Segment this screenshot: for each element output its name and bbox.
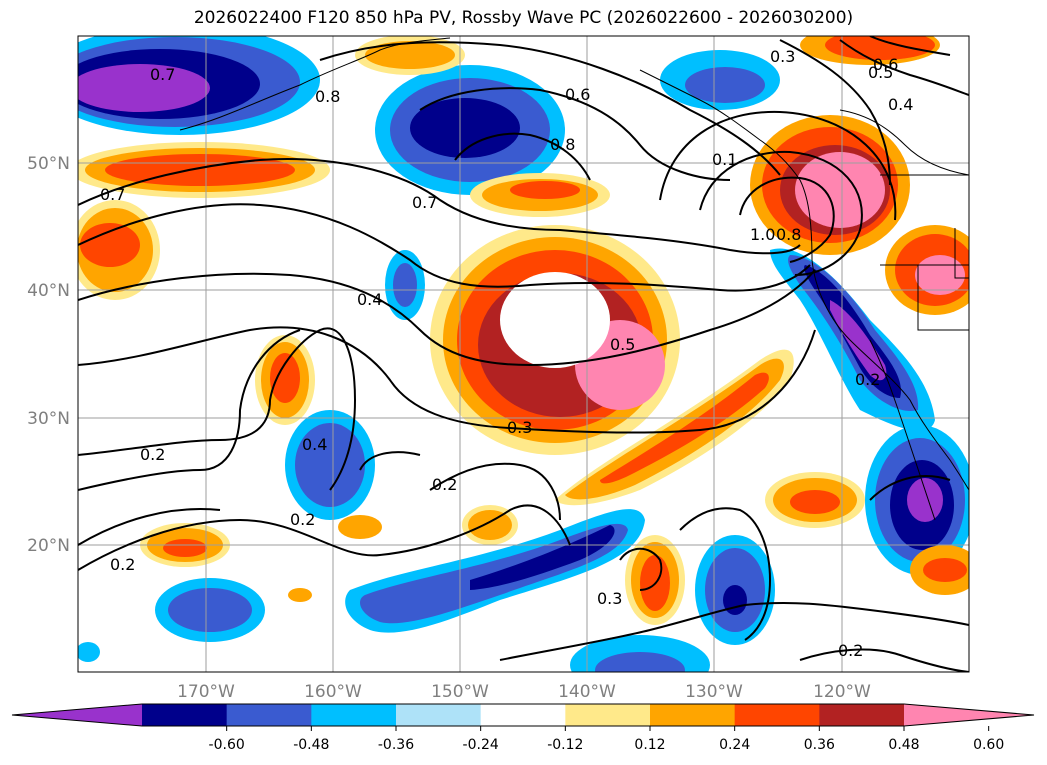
contour-label: 0.5 [610, 335, 635, 354]
gridlines [78, 36, 969, 672]
contour-label: 0.7 [100, 185, 125, 204]
contour-label: 0.2 [838, 641, 863, 660]
contour-label: 1.0 [750, 225, 775, 244]
contour-label: 0.3 [507, 418, 532, 437]
chart-title: 2026022400 F120 850 hPa PV, Rossby Wave … [193, 8, 854, 28]
contour-label: 0.7 [412, 193, 437, 212]
colorbar-tick-label: 0.12 [634, 737, 665, 753]
contour-label: 0.1 [712, 150, 737, 169]
colorbar-segment [480, 704, 566, 726]
colorbar-tick-label: -0.36 [378, 737, 414, 753]
lon-axis-labels: 170°W 160°W 150°W 140°W 130°W 120°W [177, 682, 871, 702]
colorbar-segment [142, 704, 228, 726]
contour-label: 0.2 [432, 475, 457, 494]
contour-labels: 0.7 0.8 0.6 0.8 0.7 0.7 0.4 0.4 0.2 0.2 … [100, 47, 913, 660]
contour-label: 0.4 [357, 290, 382, 309]
colorbar-segment [565, 704, 651, 726]
contour-label: 0.8 [776, 225, 801, 244]
lon-label: 140°W [558, 682, 616, 702]
lon-label: 170°W [177, 682, 235, 702]
colorbar-extend-max [904, 704, 1034, 726]
colorbar-segment [226, 704, 312, 726]
lon-label: 120°W [813, 682, 871, 702]
colorbar-segment [396, 704, 482, 726]
colorbar-tick-label: 0.48 [888, 737, 919, 753]
colorbar-tick-label: 0.36 [804, 737, 835, 753]
contour-label: 0.7 [150, 65, 175, 84]
colorbar-segment [819, 704, 905, 726]
contour-label: 0.8 [315, 87, 340, 106]
lat-label: 30°N [27, 409, 70, 429]
pc-contours [78, 36, 969, 672]
contour-label: 0.5 [868, 63, 893, 82]
contour-label: 0.2 [290, 510, 315, 529]
colorbar-extend-min [12, 704, 142, 726]
contour-label: 0.6 [873, 55, 898, 74]
map-border [77, 35, 970, 673]
contour-label: 0.3 [597, 589, 622, 608]
contour-label: 0.8 [550, 135, 575, 154]
colorbar-tick-label: -0.24 [463, 737, 499, 753]
lat-label: 40°N [27, 281, 70, 301]
colorbar-segment [650, 704, 736, 726]
lon-label: 150°W [431, 682, 489, 702]
lat-axis-labels: 50°N 40°N 30°N 20°N [27, 154, 70, 556]
colorbar-tick-label: -0.12 [547, 737, 583, 753]
colorbar-tick-label: 0.60 [973, 737, 1004, 753]
contour-label: 0.3 [770, 47, 795, 66]
contour-label: 0.2 [855, 370, 880, 389]
lat-label: 20°N [27, 536, 70, 556]
lon-label: 160°W [304, 682, 362, 702]
colorbar-outline [11, 703, 1035, 727]
contour-label: 0.2 [110, 555, 135, 574]
colorbar-tick-label: -0.60 [209, 737, 245, 753]
lon-label: 130°W [685, 682, 743, 702]
colorbar: -0.60 -0.48 -0.36 -0.24 -0.12 0.12 0.24 0.36 0.4… [11, 703, 1035, 753]
contour-label: 0.4 [302, 435, 327, 454]
contour-label: 0.4 [888, 95, 913, 114]
colorbar-tick-label: 0.24 [719, 737, 750, 753]
contour-label: 0.2 [140, 445, 165, 464]
colorbar-tick-label: -0.48 [293, 737, 329, 753]
contour-label: 0.6 [565, 85, 590, 104]
colorbar-segment [734, 704, 820, 726]
colorbar-segment [311, 704, 397, 726]
lat-label: 50°N [27, 154, 70, 174]
